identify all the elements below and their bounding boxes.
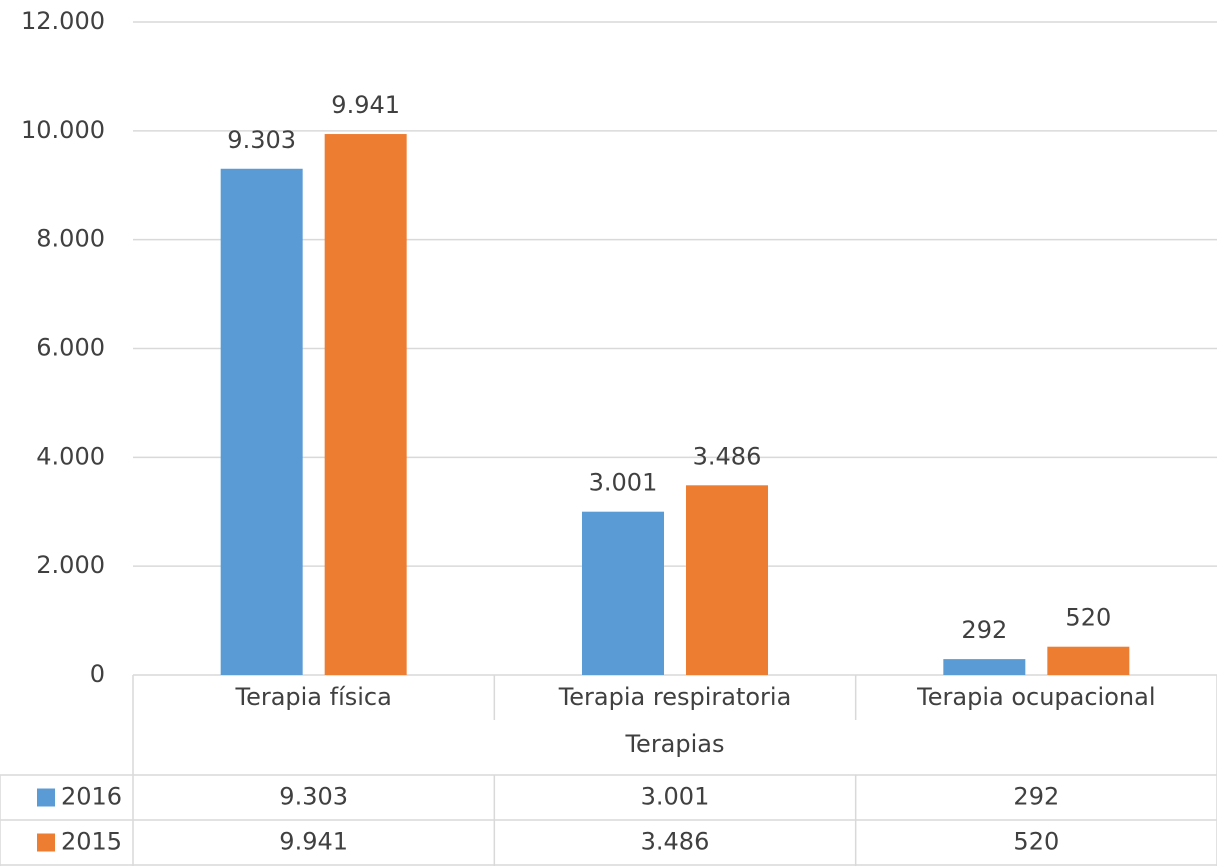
x-axis-title: Terapias bbox=[624, 730, 724, 758]
x-tick-label: Terapia respiratoria bbox=[558, 683, 792, 711]
table-cell: 3.486 bbox=[641, 828, 710, 856]
data-label: 3.486 bbox=[693, 442, 762, 470]
legend-swatch bbox=[37, 788, 55, 807]
bar bbox=[943, 659, 1026, 675]
legend-label: 2016 bbox=[61, 783, 122, 811]
y-tick-label: 4.000 bbox=[36, 442, 105, 470]
data-label: 9.941 bbox=[331, 91, 400, 119]
x-tick-label: Terapia ocupacional bbox=[916, 683, 1155, 711]
table-cell: 520 bbox=[1013, 828, 1059, 856]
bar bbox=[582, 511, 664, 675]
y-tick-label: 8.000 bbox=[36, 225, 105, 253]
bar bbox=[1047, 646, 1130, 675]
bar bbox=[324, 134, 407, 675]
table-cell: 9.303 bbox=[279, 783, 348, 811]
bar bbox=[686, 485, 768, 675]
data-label: 3.001 bbox=[589, 469, 658, 497]
table-cell: 3.001 bbox=[641, 783, 710, 811]
y-tick-label: 12.000 bbox=[21, 7, 105, 35]
bar bbox=[220, 168, 303, 675]
y-tick-label: 10.000 bbox=[21, 116, 105, 144]
y-tick-label: 6.000 bbox=[36, 334, 105, 362]
table-cell: 292 bbox=[1013, 783, 1059, 811]
data-label: 520 bbox=[1065, 604, 1111, 632]
data-label: 292 bbox=[961, 616, 1007, 644]
data-label: 9.303 bbox=[227, 126, 296, 154]
y-tick-label: 2.000 bbox=[36, 551, 105, 579]
table-cell: 9.941 bbox=[279, 828, 348, 856]
y-tick-label: 0 bbox=[90, 660, 105, 688]
legend-swatch bbox=[37, 833, 55, 852]
x-tick-label: Terapia física bbox=[234, 683, 391, 711]
legend-label: 2015 bbox=[61, 828, 122, 856]
